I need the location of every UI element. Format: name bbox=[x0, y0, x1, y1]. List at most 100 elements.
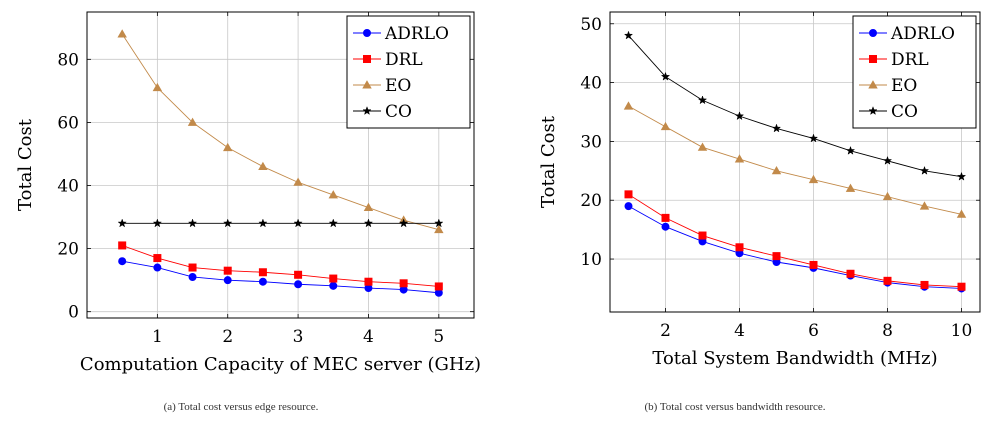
chart-a-y-axis-label: Total Cost bbox=[15, 118, 36, 211]
chart-b-series-co-line bbox=[628, 35, 962, 178]
chart-a-y-tick-label: 40 bbox=[57, 177, 79, 197]
chart-b-y-tick-label: 30 bbox=[580, 132, 602, 152]
chart-b-drl-point bbox=[624, 190, 633, 199]
chart-a-co-point bbox=[152, 218, 163, 228]
chart-b-eo-point bbox=[808, 174, 819, 184]
chart-a-x-tick-label: 5 bbox=[433, 327, 444, 347]
chart-a-eo-point bbox=[363, 202, 374, 212]
chart-b-y-tick-label: 20 bbox=[580, 191, 602, 211]
chart-a-co-point bbox=[258, 218, 268, 228]
chart-b-eo-point bbox=[919, 201, 930, 210]
chart-b-eo-point bbox=[623, 101, 634, 110]
chart-a-series-eo-line bbox=[121, 33, 439, 231]
chart-a-legend: ADRLO DRL EO CO bbox=[346, 15, 471, 129]
chart-b-drl-point bbox=[772, 252, 781, 261]
chart-a-x-axis-label: Computation Capacity of MEC server (GHz) bbox=[80, 354, 481, 375]
chart-a-legend-eo-label: EO bbox=[385, 76, 411, 96]
chart-b-y-tick-label: 50 bbox=[580, 15, 602, 35]
chart-b-y-tick-label: 40 bbox=[580, 74, 602, 94]
chart-a-co-point bbox=[293, 218, 303, 228]
chart-b-co-point bbox=[919, 165, 930, 175]
chart-b-x-axis-label: Total System Bandwidth (MHz) bbox=[652, 348, 937, 369]
chart-b-y-axis-label: Total Cost bbox=[538, 115, 559, 208]
chart-a-legend-co-marker bbox=[362, 106, 372, 116]
chart-a-drl-point bbox=[153, 254, 162, 263]
chart-b-eo-point bbox=[697, 142, 708, 151]
chart-b-legend-adrlo-label: ADRLO bbox=[890, 24, 955, 44]
chart-a-co-point bbox=[328, 218, 338, 228]
chart-b-series-eo-line bbox=[628, 105, 962, 215]
chart-a-legend-drl-label: DRL bbox=[385, 50, 423, 70]
chart-b-co-point bbox=[808, 133, 819, 143]
chart-b-x-tick-label: 2 bbox=[660, 321, 671, 341]
chart-a-legend-adrlo-marker bbox=[362, 28, 371, 37]
chart-a-axes-frame bbox=[86, 11, 475, 319]
chart-a-drl-point bbox=[399, 279, 408, 288]
chart-b-eo-point bbox=[734, 154, 745, 163]
chart-a-adrlo-point bbox=[223, 276, 232, 285]
chart-a-drl-point bbox=[188, 263, 197, 272]
chart-a-series-adrlo-line bbox=[122, 260, 439, 294]
chart-b-x-tick-label: 6 bbox=[808, 321, 819, 341]
chart-a-drl-point bbox=[434, 282, 443, 291]
chart-a-x-tick-label: 2 bbox=[222, 327, 233, 347]
chart-b-co-point bbox=[845, 145, 856, 155]
chart-b-legend-co-marker bbox=[868, 106, 878, 116]
chart-b: 2 4 6 8 10 10 20 30 40 50 Total System Bandwidth (… bbox=[538, 11, 981, 369]
chart-a-eo-point bbox=[328, 190, 338, 199]
chart-a-drl-point bbox=[329, 274, 338, 283]
chart-a-x-tick-label: 1 bbox=[152, 327, 163, 347]
chart-b-legend-eo-label: EO bbox=[891, 76, 917, 96]
chart-b-x-tick-label: 4 bbox=[734, 321, 745, 341]
chart-a-legend-eo-marker bbox=[362, 80, 372, 89]
chart-a-co-point bbox=[117, 218, 127, 228]
chart-a-y-tick-label: 60 bbox=[57, 113, 79, 133]
chart-a-y-tick-label: 0 bbox=[68, 303, 79, 323]
chart-a-drl-point bbox=[294, 270, 303, 279]
chart-b-drl-point bbox=[883, 276, 892, 285]
chart-b-eo-point bbox=[882, 191, 893, 201]
chart-b-eo-point bbox=[845, 183, 856, 192]
chart-b-eo-point bbox=[771, 166, 782, 175]
chart-b-co-point bbox=[771, 123, 782, 133]
chart-a-eo-point bbox=[152, 82, 163, 92]
chart-a-legend-drl-marker bbox=[362, 55, 371, 64]
chart-a-eo-point bbox=[434, 224, 444, 234]
chart-b-series-drl-line bbox=[628, 193, 962, 288]
chart-a-co-point bbox=[398, 218, 409, 228]
chart-b-drl-point bbox=[957, 282, 966, 291]
caption-a: (a) Total cost versus edge resource. bbox=[164, 401, 319, 413]
chart-a-drl-point bbox=[364, 277, 373, 286]
chart-a-y-tick-label: 20 bbox=[57, 240, 79, 260]
chart-a-x-tick-label: 3 bbox=[293, 327, 304, 347]
chart-a-drl-point bbox=[223, 266, 232, 275]
chart-b-drl-point bbox=[920, 280, 929, 289]
chart-b-legend: ADRLO DRL EO CO bbox=[852, 15, 977, 129]
chart-b-x-tick-label: 10 bbox=[951, 321, 973, 341]
chart-a-drl-point bbox=[118, 241, 127, 250]
chart-a-drl-point bbox=[258, 268, 267, 277]
chart-a-adrlo-point bbox=[118, 257, 127, 266]
chart-b-x-tick-label: 8 bbox=[882, 321, 893, 341]
chart-a-series-drl-line bbox=[122, 245, 439, 287]
chart-b-y-tick-label: 10 bbox=[580, 250, 602, 270]
chart-a-eo-point bbox=[117, 29, 127, 38]
chart-a-eo-point bbox=[258, 161, 268, 171]
chart-b-drl-point bbox=[735, 243, 744, 252]
chart-a-eo-point bbox=[223, 142, 233, 152]
chart-a-adrlo-point bbox=[153, 263, 162, 272]
chart-b-co-point bbox=[660, 71, 671, 81]
chart-b-axes-frame bbox=[609, 11, 981, 313]
chart-b-legend-eo-marker bbox=[868, 80, 878, 89]
chart-b-drl-point bbox=[846, 269, 855, 278]
chart-a-adrlo-point bbox=[258, 277, 267, 286]
chart-a-adrlo-point bbox=[188, 272, 197, 281]
chart-a-legend-adrlo-label: ADRLO bbox=[384, 24, 449, 44]
chart-b-legend-drl-marker bbox=[869, 55, 878, 64]
chart-b-drl-point bbox=[661, 213, 670, 222]
chart-b-legend-drl-label: DRL bbox=[891, 50, 929, 70]
chart-a-adrlo-point bbox=[294, 280, 303, 289]
chart-b-adrlo-point bbox=[661, 222, 670, 231]
chart-b-drl-point bbox=[809, 260, 818, 269]
